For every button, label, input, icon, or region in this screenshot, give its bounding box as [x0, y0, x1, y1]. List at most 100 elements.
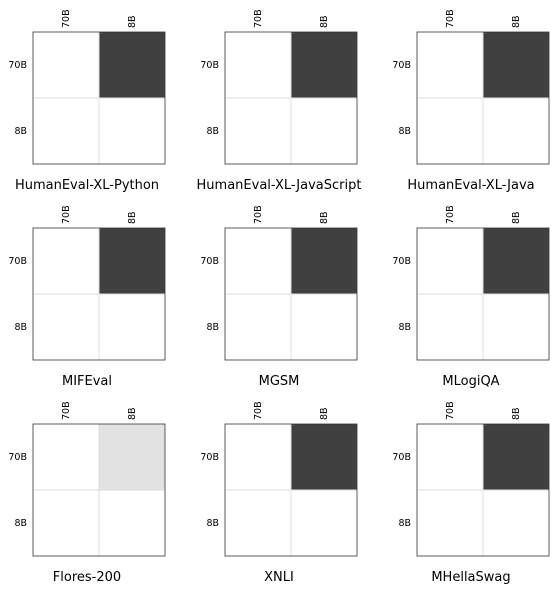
- panel-frame: [416, 423, 550, 557]
- panel-frame: [224, 227, 358, 361]
- heatmap-cell: [483, 490, 549, 556]
- y-tick-label: 8B: [14, 322, 27, 333]
- heatmap-cell: [99, 294, 165, 360]
- panel-frame: [32, 227, 166, 361]
- heatmap-cell: [483, 424, 549, 490]
- heatmap-cell: [417, 490, 483, 556]
- heatmap-cell: [483, 228, 549, 294]
- y-tick-label: 70B: [200, 452, 219, 463]
- heatmap-cell: [99, 32, 165, 98]
- y-tick-label: 70B: [200, 60, 219, 71]
- y-tick-label: 8B: [14, 126, 27, 137]
- x-tick-label: 70B: [445, 9, 456, 28]
- x-tick-label: 70B: [253, 205, 264, 224]
- heatmap-cell: [225, 490, 291, 556]
- x-tick-label: 8B: [319, 407, 330, 420]
- y-tick-label: 70B: [8, 452, 27, 463]
- heatmap-cell: [225, 424, 291, 490]
- heatmap-cell: [33, 490, 99, 556]
- y-tick-label: 70B: [8, 256, 27, 267]
- y-tick-label: 8B: [398, 518, 411, 529]
- panel-title: MIFEval: [62, 374, 112, 389]
- panel-title: HumanEval-XL-JavaScript: [197, 178, 362, 193]
- y-tick-label: 8B: [206, 518, 219, 529]
- x-tick-label: 70B: [253, 401, 264, 420]
- panel-frame: [32, 423, 166, 557]
- panel-frame: [224, 423, 358, 557]
- panel-title: MLogiQA: [442, 374, 499, 389]
- y-tick-label: 8B: [398, 126, 411, 137]
- x-tick-label: 8B: [127, 211, 138, 224]
- heatmap-cell: [417, 294, 483, 360]
- x-tick-label: 8B: [511, 15, 522, 28]
- x-tick-label: 70B: [61, 205, 72, 224]
- panel-title: MHellaSwag: [431, 570, 510, 585]
- panel-title: HumanEval-XL-Java: [407, 178, 534, 193]
- panel-frame: [224, 31, 358, 165]
- heatmap-cell: [417, 424, 483, 490]
- heatmap-cell: [99, 228, 165, 294]
- heatmap-cell: [291, 490, 357, 556]
- heatmap-cell: [99, 424, 165, 490]
- heatmap-panel: 70B 8B 70B 8B MLogiQA: [392, 205, 550, 389]
- y-tick-label: 70B: [392, 60, 411, 71]
- y-tick-label: 70B: [392, 256, 411, 267]
- panel-title: XNLI: [264, 570, 294, 585]
- x-tick-label: 70B: [445, 401, 456, 420]
- heatmap-cell: [417, 228, 483, 294]
- heatmap-cell: [33, 294, 99, 360]
- heatmap-cell: [417, 98, 483, 164]
- y-tick-label: 70B: [8, 60, 27, 71]
- heatmap-cell: [99, 98, 165, 164]
- x-tick-label: 8B: [511, 407, 522, 420]
- heatmap-cell: [291, 294, 357, 360]
- heatmap-panel: 70B 8B 70B 8B Flores-200: [8, 401, 166, 585]
- heatmap-cell: [483, 294, 549, 360]
- y-tick-label: 70B: [392, 452, 411, 463]
- x-tick-label: 8B: [511, 211, 522, 224]
- heatmap-panels: 70B 8B 70B 8B HumanEval-XL-Python 70B 8B 70B 8B H…: [8, 9, 550, 585]
- x-tick-label: 8B: [127, 407, 138, 420]
- heatmap-panel: 70B 8B 70B 8B MHellaSwag: [392, 401, 550, 585]
- heatmap-cell: [483, 98, 549, 164]
- heatmap-panel: 70B 8B 70B 8B MIFEval: [8, 205, 166, 389]
- heatmap-cell: [33, 424, 99, 490]
- heatmap-cell: [225, 228, 291, 294]
- heatmap-cell: [33, 228, 99, 294]
- x-tick-label: 70B: [61, 9, 72, 28]
- x-tick-label: 8B: [319, 15, 330, 28]
- heatmap-cell: [291, 424, 357, 490]
- y-tick-label: 70B: [200, 256, 219, 267]
- y-tick-label: 8B: [206, 322, 219, 333]
- x-tick-label: 70B: [61, 401, 72, 420]
- heatmap-cell: [225, 294, 291, 360]
- heatmap-panel: 70B 8B 70B 8B HumanEval-XL-JavaScript: [197, 9, 362, 193]
- heatmap-cell: [291, 32, 357, 98]
- panel-frame: [416, 31, 550, 165]
- y-tick-label: 8B: [206, 126, 219, 137]
- heatmap-cell: [33, 32, 99, 98]
- panel-title: Flores-200: [53, 570, 121, 585]
- heatmap-cell: [225, 32, 291, 98]
- heatmap-panel: 70B 8B 70B 8B XNLI: [200, 401, 358, 585]
- panel-frame: [416, 227, 550, 361]
- heatmap-cell: [33, 98, 99, 164]
- x-tick-label: 70B: [253, 9, 264, 28]
- heatmap-panel: 70B 8B 70B 8B HumanEval-XL-Java: [392, 9, 550, 193]
- x-tick-label: 8B: [127, 15, 138, 28]
- y-tick-label: 8B: [398, 322, 411, 333]
- heatmap-cell: [225, 98, 291, 164]
- x-tick-label: 8B: [319, 211, 330, 224]
- heatmap-cell: [417, 32, 483, 98]
- heatmap-cell: [483, 32, 549, 98]
- heatmap-cell: [291, 98, 357, 164]
- panel-title: MGSM: [259, 374, 300, 389]
- heatmap-cell: [291, 228, 357, 294]
- heatmap-panel: 70B 8B 70B 8B HumanEval-XL-Python: [8, 9, 166, 193]
- y-tick-label: 8B: [14, 518, 27, 529]
- x-tick-label: 70B: [445, 205, 456, 224]
- heatmap-panel: 70B 8B 70B 8B MGSM: [200, 205, 358, 389]
- heatmap-cell: [99, 490, 165, 556]
- panel-title: HumanEval-XL-Python: [15, 178, 159, 193]
